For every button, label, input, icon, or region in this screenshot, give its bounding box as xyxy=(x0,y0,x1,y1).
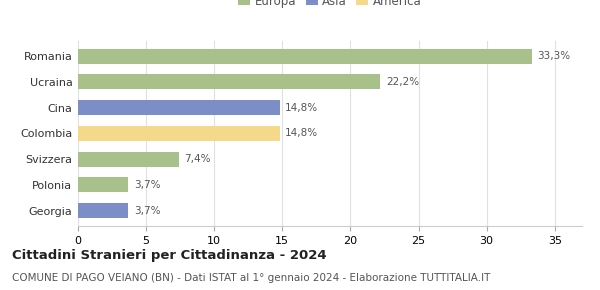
Text: 3,7%: 3,7% xyxy=(134,180,160,190)
Bar xyxy=(78,126,280,141)
Text: 33,3%: 33,3% xyxy=(537,51,570,61)
Text: 3,7%: 3,7% xyxy=(134,206,160,216)
Text: 7,4%: 7,4% xyxy=(184,154,211,164)
Bar xyxy=(78,74,380,89)
Bar xyxy=(78,49,532,64)
Text: 22,2%: 22,2% xyxy=(386,77,419,87)
Text: Cittadini Stranieri per Cittadinanza - 2024: Cittadini Stranieri per Cittadinanza - 2… xyxy=(12,249,326,262)
Bar xyxy=(78,100,280,115)
Bar xyxy=(78,203,128,218)
Legend: Europa, Asia, America: Europa, Asia, America xyxy=(238,0,422,8)
Bar xyxy=(78,152,179,167)
Text: 14,8%: 14,8% xyxy=(285,128,318,138)
Bar xyxy=(78,177,128,193)
Text: COMUNE DI PAGO VEIANO (BN) - Dati ISTAT al 1° gennaio 2024 - Elaborazione TUTTIT: COMUNE DI PAGO VEIANO (BN) - Dati ISTAT … xyxy=(12,273,490,282)
Text: 14,8%: 14,8% xyxy=(285,103,318,113)
